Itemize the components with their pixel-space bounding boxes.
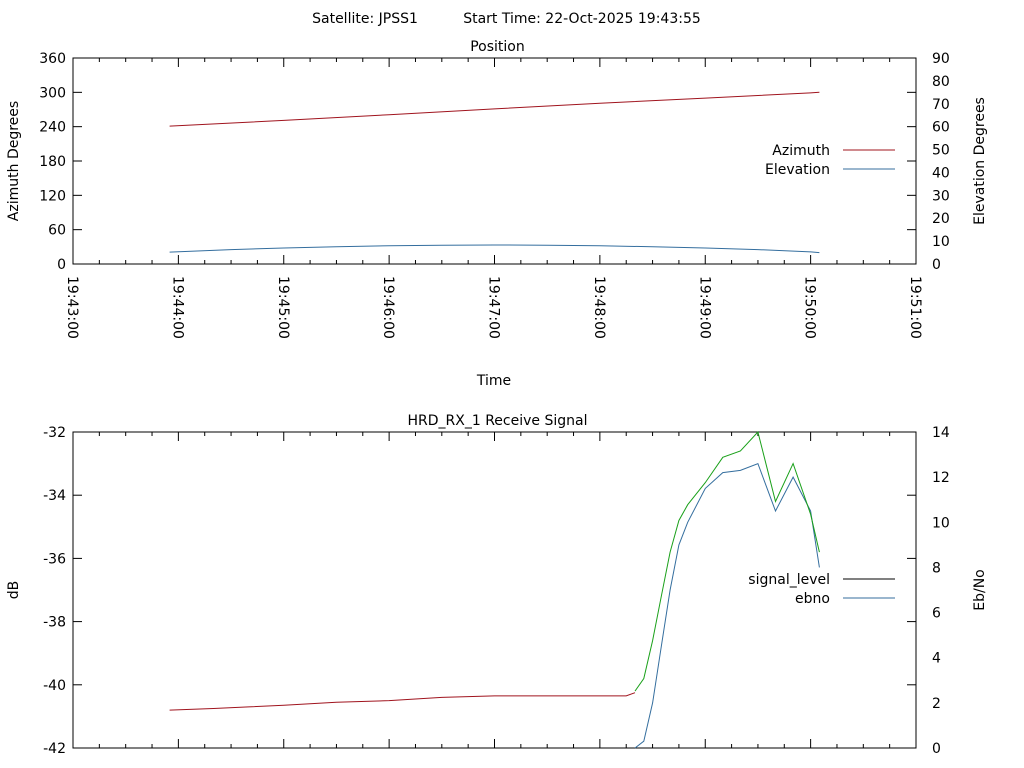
y2-tick-label: 10 xyxy=(932,234,950,250)
y2-tick-label: 20 xyxy=(932,211,950,227)
y2-tick-label: 90 xyxy=(932,51,950,67)
y2-tick-label: 14 xyxy=(932,425,950,441)
x-tick-label: 19:47:00 xyxy=(486,276,502,339)
y-tick-label: -38 xyxy=(43,615,66,631)
series-line-Azimuth xyxy=(169,91,820,127)
x-tick-label: 19:44:00 xyxy=(169,276,185,339)
y-axis-label: dB xyxy=(6,581,22,600)
x-tick-label: 19:45:00 xyxy=(275,276,291,339)
y-tick-label: -40 xyxy=(43,678,66,694)
y-tick-label: 60 xyxy=(48,223,66,239)
y2-tick-label: 2 xyxy=(932,696,941,712)
y-tick-label: 300 xyxy=(39,85,66,101)
x-tick-label: 19:43:00 xyxy=(64,276,80,339)
chart-title: HRD_RX_1 Receive Signal xyxy=(408,413,588,429)
y2-tick-label: 0 xyxy=(932,257,941,273)
y2-tick-label: 6 xyxy=(932,606,941,622)
y-tick-label: 240 xyxy=(39,120,66,136)
y2-axis-label: Eb/No xyxy=(972,569,988,611)
x-tick-label: 19:46:00 xyxy=(380,276,396,339)
plot-frame xyxy=(72,57,917,265)
y2-axis-label: Elevation Degrees xyxy=(972,97,988,225)
x-tick-label: 19:49:00 xyxy=(696,276,712,339)
y-tick-label: 120 xyxy=(39,188,66,204)
legend-label: Azimuth xyxy=(772,143,830,159)
y-tick-label: 180 xyxy=(39,154,66,170)
x-tick-label: 19:48:00 xyxy=(591,276,607,339)
y-tick-label: -34 xyxy=(43,488,66,504)
x-axis-label: Time xyxy=(476,373,511,389)
y2-tick-label: 80 xyxy=(932,74,950,90)
y2-tick-label: 4 xyxy=(932,651,941,667)
y2-tick-label: 0 xyxy=(932,741,941,757)
y-tick-label: 360 xyxy=(39,51,66,67)
chart-title: Position xyxy=(470,39,525,55)
series-line-trace-2 xyxy=(169,692,636,711)
legend-label: signal_level xyxy=(748,572,830,588)
series-line-trace-3 xyxy=(634,430,820,692)
y-tick-label: 0 xyxy=(57,257,66,273)
y-axis-label: Azimuth Degrees xyxy=(6,101,22,221)
receive-signal-chart: HRD_RX_1 Receive Signal -42 -40 -38 -36 -34 -3… xyxy=(6,413,988,757)
y2-tick-label: 70 xyxy=(932,97,950,113)
start-time-label: Start Time: 22-Oct-2025 19:43:55 xyxy=(463,11,701,27)
y2-tick-label: 60 xyxy=(932,120,950,136)
x-tick-label: 19:51:00 xyxy=(907,276,923,339)
position-chart: Position 0 60 120 180 240 300 360 0 10 20 30 40 50 60 7… xyxy=(6,39,988,389)
y2-tick-label: 10 xyxy=(932,515,950,531)
y2-tick-label: 50 xyxy=(932,143,950,159)
y2-tick-label: 30 xyxy=(932,188,950,204)
y2-tick-label: 8 xyxy=(932,560,941,576)
legend-label: Elevation xyxy=(765,162,830,178)
series-line-Elevation xyxy=(169,244,820,254)
legend-label: ebno xyxy=(795,591,830,607)
y-tick-label: -42 xyxy=(43,741,66,757)
y-tick-label: -36 xyxy=(43,551,66,567)
plot-frame xyxy=(72,431,917,749)
y2-tick-label: 12 xyxy=(932,470,950,486)
y2-tick-label: 40 xyxy=(932,165,950,181)
x-tick-label: 19:50:00 xyxy=(802,276,818,339)
series-line-ebno xyxy=(634,462,820,749)
y-tick-label: -32 xyxy=(43,425,66,441)
satellite-label: Satellite: JPSS1 xyxy=(312,11,418,27)
